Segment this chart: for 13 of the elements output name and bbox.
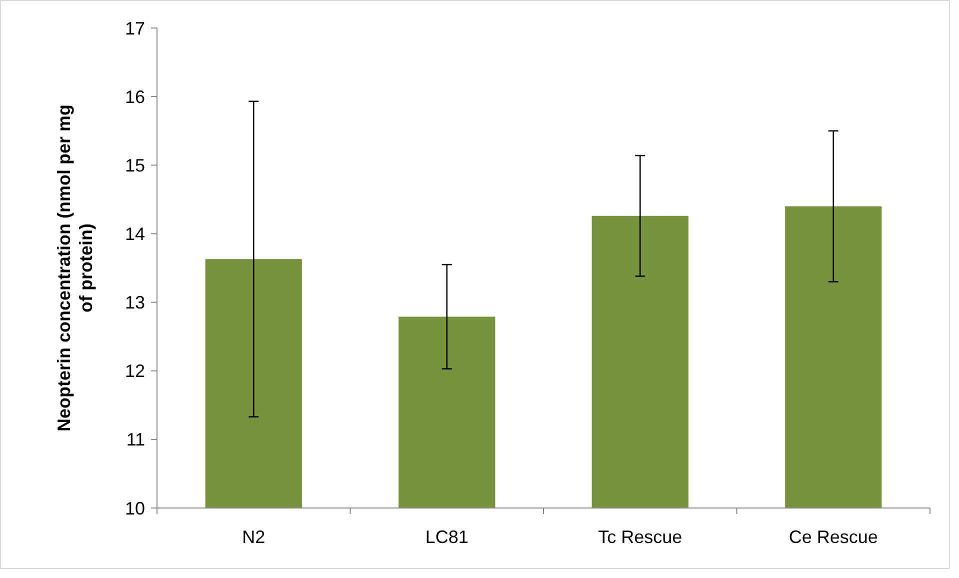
x-tick-label: LC81 [425, 527, 468, 547]
y-tick-label: 11 [126, 430, 145, 450]
y-tick-label: 16 [124, 86, 145, 107]
y-tick-label: 10 [124, 498, 145, 518]
x-tick-label: Ce Rescue [788, 527, 878, 547]
y-tick-label: 15 [124, 155, 145, 176]
y-axis-title: Neopterin concentration (nmol per mg of protein) [54, 104, 96, 432]
y-tick-label: 14 [124, 224, 145, 244]
x-tick-label: Tc Rescue [598, 527, 682, 547]
y-tick-label: 13 [124, 292, 145, 313]
y-tick-label: 17 [124, 18, 145, 38]
x-tick-label: N2 [242, 527, 266, 547]
y-tick-label: 12 [124, 361, 145, 382]
